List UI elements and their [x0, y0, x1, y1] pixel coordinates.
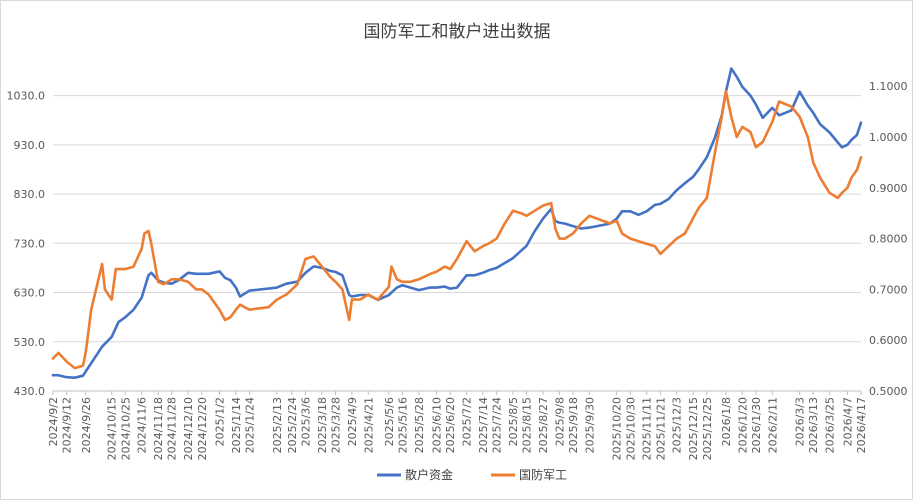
x-tick-label: 2025/8/5 [507, 397, 520, 446]
x-tick-label: 2025/8/27 [537, 397, 550, 453]
y-left-tick-label: 930.0 [14, 139, 46, 152]
x-tick-label: 2025/4/9 [346, 397, 359, 446]
x-tick-label: 2025/7/14 [477, 397, 490, 453]
x-tick-label: 2025/12/25 [701, 397, 714, 460]
x-tick-label: 2025/11/21 [654, 397, 667, 460]
x-tick-label: 2026/2/11 [766, 397, 779, 453]
x-tick-label: 2025/9/8 [553, 397, 566, 446]
y-right-tick-label: 0.6000 [869, 334, 908, 347]
y-right-tick-label: 0.9000 [869, 182, 908, 195]
series-line-defense-industry [51, 90, 863, 370]
x-tick-label: 2024/12/20 [196, 397, 209, 460]
x-tick-label: 2025/5/28 [413, 397, 426, 453]
y-left-tick-label: 530.0 [14, 336, 46, 349]
x-tick-label: 2026/1/30 [750, 397, 763, 453]
x-tick-label: 2025/12/3 [671, 397, 684, 453]
x-tick-label: 2025/5/6 [383, 397, 396, 446]
x-tick-label: 2025/11/11 [641, 397, 654, 460]
series-layer [51, 67, 863, 380]
x-tick-label: 2025/7/24 [491, 397, 504, 453]
x-tick-label: 2026/1/8 [720, 397, 733, 446]
grid-layer [53, 95, 861, 392]
y-left-tick-label: 430.0 [14, 385, 46, 398]
x-tick-label: 2025/4/21 [362, 397, 375, 453]
y-right-tick-label: 0.8000 [869, 233, 908, 246]
x-tick-label: 2025/1/24 [244, 397, 257, 453]
x-tick-label: 2024/10/25 [119, 397, 132, 460]
y-left-tick-label: 1030.0 [7, 90, 46, 103]
y-right-tick-label: 1.1000 [869, 80, 908, 93]
x-tick-label: 2025/12/15 [687, 397, 700, 460]
y-right-tick-label: 0.7000 [869, 283, 908, 296]
x-tick-label: 2025/8/15 [521, 397, 534, 453]
x-tick-label: 2024/12/10 [182, 397, 195, 460]
x-tick-label: 2025/3/6 [300, 397, 313, 446]
x-tick-label: 2025/6/10 [431, 397, 444, 453]
x-tick-label: 2025/10/30 [624, 397, 637, 460]
x-tick-label: 2026/4/17 [855, 397, 868, 453]
x-tick-label: 2026/3/13 [807, 397, 820, 453]
x-tick-label: 2025/7/2 [461, 397, 474, 446]
x-tick-label: 2025/9/18 [567, 397, 580, 453]
x-tick-label: 2025/1/2 [214, 397, 227, 446]
x-tick-label: 2025/9/30 [583, 397, 596, 453]
legend-label: 国防军工 [519, 467, 567, 482]
x-tick-label: 2026/4/7 [841, 397, 854, 446]
y-right-tick-label: 0.5000 [869, 385, 908, 398]
y-left-tick-label: 730.0 [14, 237, 46, 250]
y-right-tick-label: 1.0000 [869, 131, 908, 144]
x-tick-label: 2025/1/14 [230, 397, 243, 453]
x-tick-label: 2024/11/18 [152, 397, 165, 460]
x-tick-label: 2025/10/20 [611, 397, 624, 460]
axis-layer: 430.0 530.0 630.0 730.0 830.0 930.0 1030.0 0.50… [7, 80, 908, 460]
x-tick-label: 2024/10/15 [106, 397, 119, 460]
y-left-tick-label: 630.0 [14, 287, 46, 300]
x-tick-label: 2025/2/24 [286, 397, 299, 453]
x-tick-label: 2025/3/28 [330, 397, 343, 453]
x-tick-label: 2025/3/18 [316, 397, 329, 453]
series-line-retail-funds [51, 67, 863, 380]
y-left-tick-label: 830.0 [14, 188, 46, 201]
chart-title: 国防军工和散户进出数据 [364, 22, 551, 42]
x-tick-label: 2024/11/6 [136, 397, 149, 453]
legend: 散户资金 国防军工 [377, 467, 567, 482]
x-tick-label: 2026/1/20 [736, 397, 749, 453]
x-tick-label: 2026/3/25 [824, 397, 837, 453]
x-tick-label: 2025/5/16 [396, 397, 409, 453]
x-tick-label: 2024/9/2 [47, 397, 60, 446]
x-tick-label: 2024/11/28 [166, 397, 179, 460]
x-tick-label: 2024/9/12 [61, 397, 74, 453]
x-tick-label: 2026/3/3 [794, 397, 807, 446]
x-tick-label: 2025/6/20 [444, 397, 457, 453]
x-tick-label: 2025/2/13 [271, 397, 284, 453]
x-tick-label: 2024/9/26 [80, 397, 93, 453]
legend-label: 散户资金 [405, 467, 453, 482]
